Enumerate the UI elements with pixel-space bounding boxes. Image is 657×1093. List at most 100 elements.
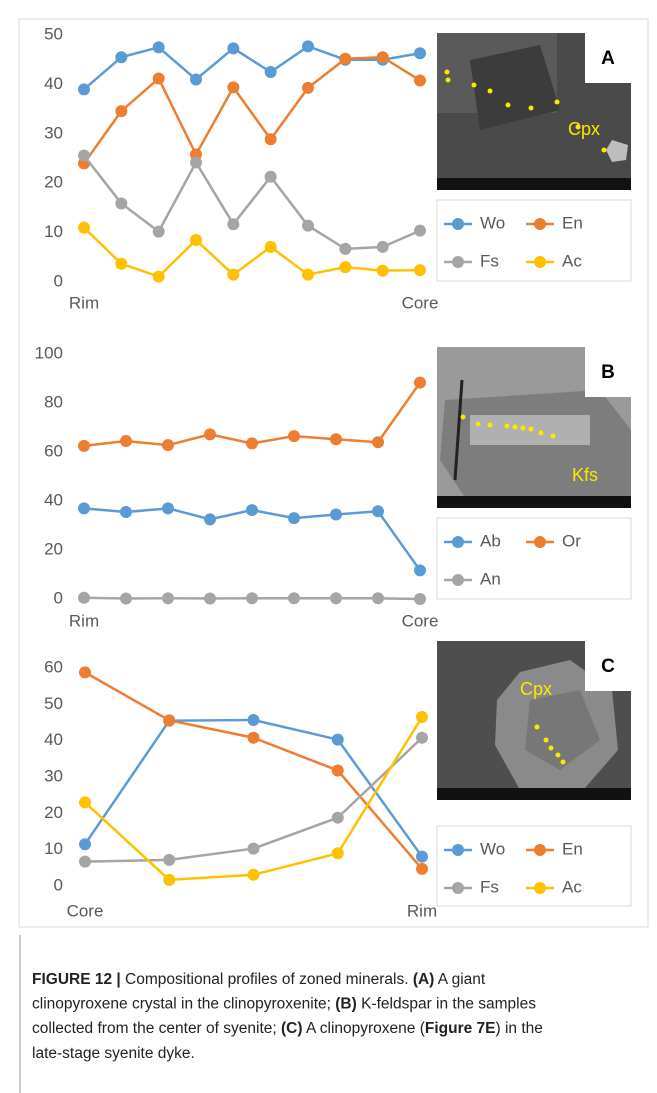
image-label: Kfs	[572, 465, 598, 485]
panel-label: A	[601, 48, 615, 69]
point	[120, 506, 132, 518]
legend-label: An	[480, 569, 501, 588]
point	[288, 430, 300, 442]
legend-label: Fs	[480, 251, 499, 270]
caption-line: FIGURE 12 | Compositional profiles of zo…	[32, 971, 486, 988]
point	[162, 439, 174, 451]
point	[416, 732, 428, 744]
caption-text: (B)	[335, 996, 357, 1013]
point	[248, 869, 260, 881]
legend-label: Ab	[480, 531, 501, 550]
point	[332, 734, 344, 746]
point	[288, 512, 300, 524]
series-line	[84, 228, 420, 277]
series-line	[84, 57, 420, 163]
point	[414, 593, 426, 605]
point	[414, 74, 426, 86]
point	[414, 47, 426, 59]
point	[330, 433, 342, 445]
caption-text: ) in the	[496, 1020, 543, 1037]
image-label: Cpx	[520, 679, 552, 699]
legend-marker	[534, 882, 546, 894]
caption-text: (A)	[413, 971, 435, 988]
point	[78, 150, 90, 162]
point	[372, 592, 384, 604]
point	[190, 156, 202, 168]
point	[115, 197, 127, 209]
point	[78, 592, 90, 604]
y-tick-label: 30	[44, 766, 63, 785]
point	[265, 66, 277, 78]
micrograph: C Cpx	[437, 641, 631, 800]
point	[115, 105, 127, 117]
point	[204, 428, 216, 440]
x-tick-label: Core	[67, 901, 104, 920]
page: A Cpx B Kfs C Cpx 01020304050RimCoreWoEn…	[0, 0, 657, 1093]
x-tick-label: Core	[402, 611, 439, 630]
point	[227, 218, 239, 230]
point	[78, 440, 90, 452]
point	[79, 666, 91, 678]
y-tick-label: 50	[44, 694, 63, 713]
legend-marker	[452, 844, 464, 856]
caption-text: late-stage syenite dyke.	[32, 1045, 195, 1062]
point	[265, 241, 277, 253]
y-tick-label: 10	[44, 839, 63, 858]
point	[302, 40, 314, 52]
point	[79, 856, 91, 868]
series-line	[84, 156, 420, 249]
y-tick-label: 20	[44, 803, 63, 822]
point	[163, 874, 175, 886]
point	[416, 863, 428, 875]
point	[115, 51, 127, 63]
y-tick-label: 0	[54, 875, 63, 894]
point	[153, 41, 165, 53]
x-tick-label: Rim	[69, 611, 99, 630]
point	[190, 73, 202, 85]
legend-marker	[534, 536, 546, 548]
legend-label: En	[562, 839, 583, 858]
point	[414, 225, 426, 237]
y-tick-label: 80	[44, 392, 63, 411]
legend-marker	[452, 882, 464, 894]
y-tick-label: 50	[44, 24, 63, 43]
point	[248, 714, 260, 726]
point	[246, 437, 258, 449]
point	[227, 269, 239, 281]
point	[227, 42, 239, 54]
series-line	[84, 46, 420, 89]
point	[372, 436, 384, 448]
point	[416, 711, 428, 723]
legend-label: Ac	[562, 877, 582, 896]
y-tick-label: 40	[44, 74, 63, 93]
caption-line: collected from the center of syenite; (C…	[32, 1020, 543, 1037]
point	[246, 504, 258, 516]
legend-label: En	[562, 213, 583, 232]
point	[120, 593, 132, 605]
legend-marker	[452, 256, 464, 268]
point	[332, 812, 344, 824]
point	[78, 222, 90, 234]
point	[414, 264, 426, 276]
y-tick-label: 20	[44, 173, 63, 192]
x-tick-label: Rim	[407, 901, 437, 920]
y-tick-label: 40	[44, 730, 63, 749]
point	[190, 234, 202, 246]
caption-text: A giant	[434, 971, 486, 988]
point	[162, 592, 174, 604]
caption-text: (C)	[281, 1020, 303, 1037]
caption-text: collected from the center of syenite;	[32, 1020, 281, 1037]
legend-marker	[534, 256, 546, 268]
micrograph: B Kfs	[437, 347, 631, 508]
legend-label: Fs	[480, 877, 499, 896]
point	[377, 265, 389, 277]
point	[330, 592, 342, 604]
caption-text: A clinopyroxene (	[303, 1020, 426, 1037]
caption-text: clinopyroxene crystal in the clinopyroxe…	[32, 996, 335, 1013]
point	[339, 53, 351, 65]
point	[204, 593, 216, 605]
y-tick-label: 0	[54, 271, 63, 290]
legend-label: Or	[562, 531, 581, 550]
point	[332, 847, 344, 859]
figure: A Cpx B Kfs C Cpx 01020304050RimCoreWoEn…	[0, 0, 657, 1093]
